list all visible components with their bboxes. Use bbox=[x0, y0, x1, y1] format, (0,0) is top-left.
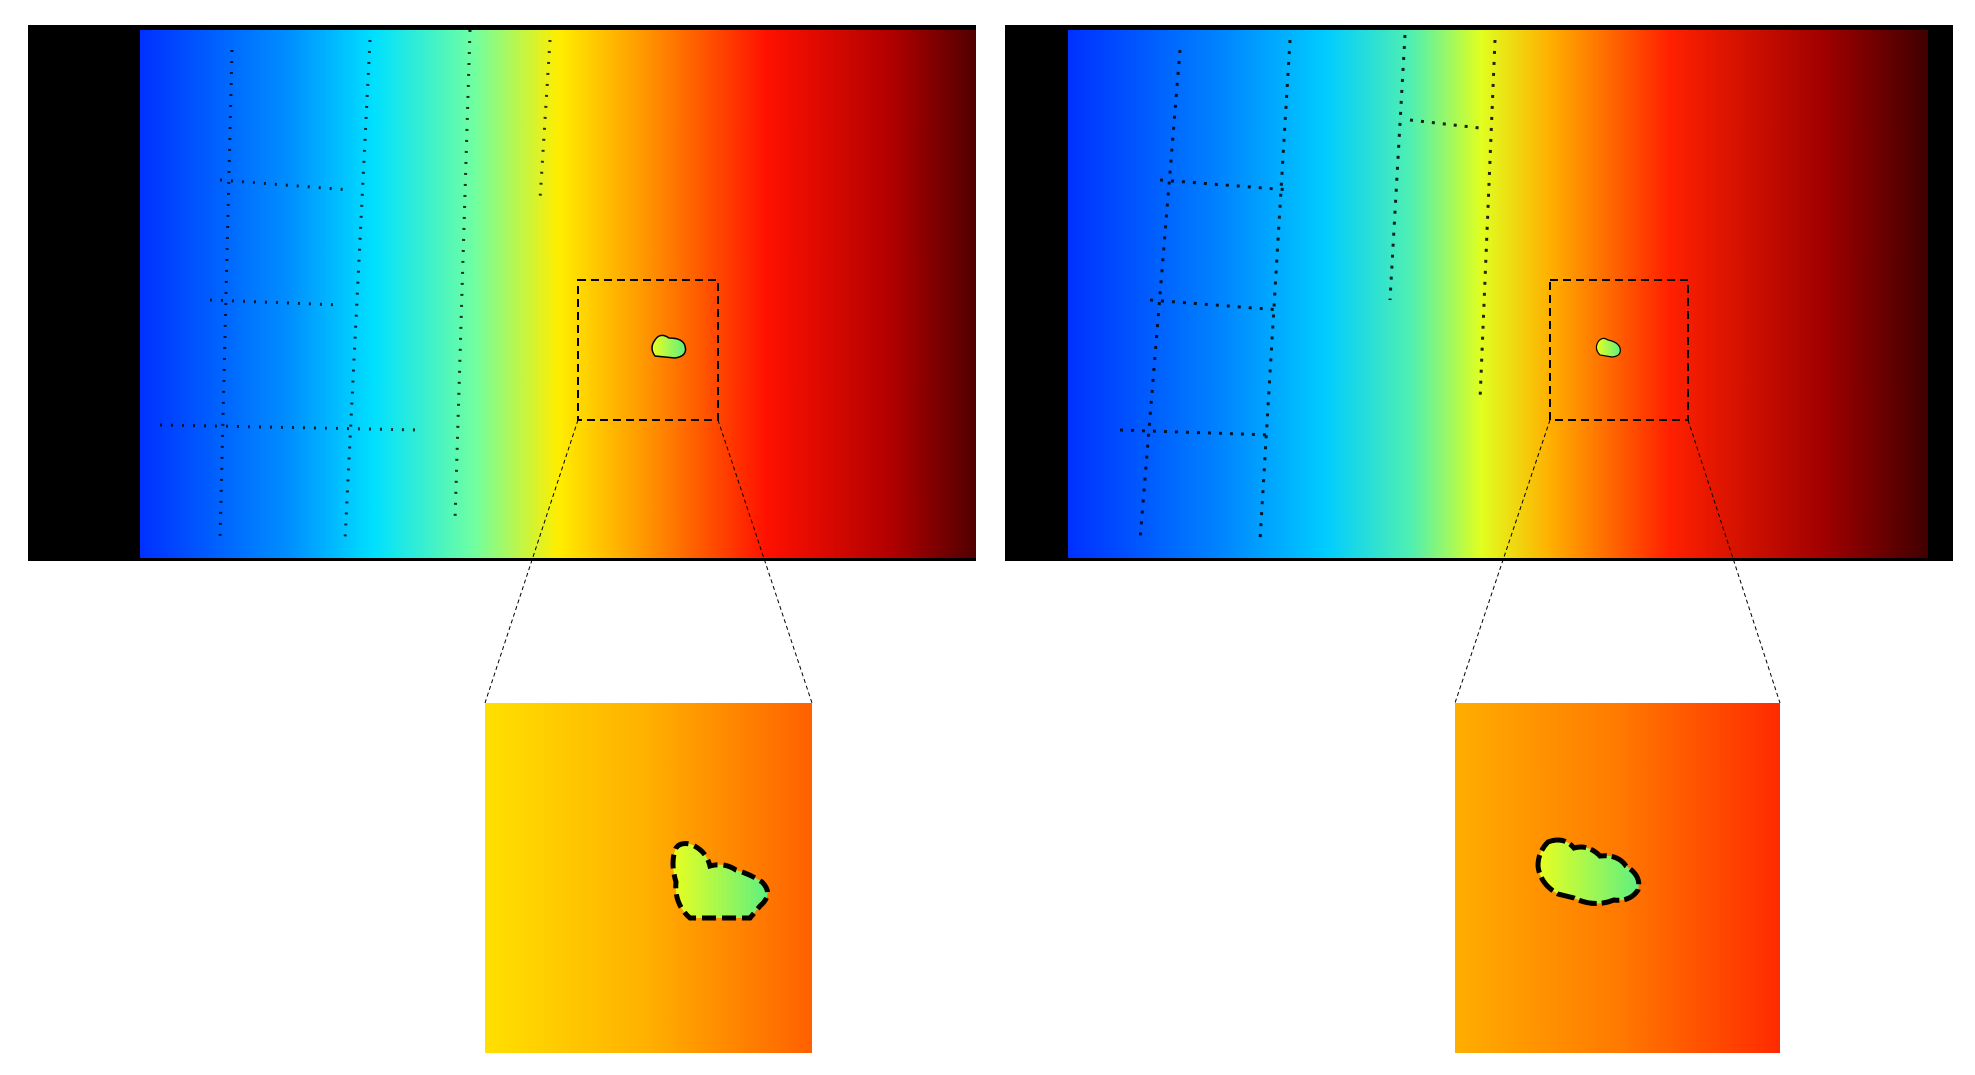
zoom-connectors bbox=[484, 419, 1781, 704]
right-zoom bbox=[1455, 703, 1780, 1053]
left-zoom bbox=[485, 703, 812, 1053]
left-depth-map bbox=[28, 25, 976, 561]
right-depth-map bbox=[1005, 25, 1953, 561]
